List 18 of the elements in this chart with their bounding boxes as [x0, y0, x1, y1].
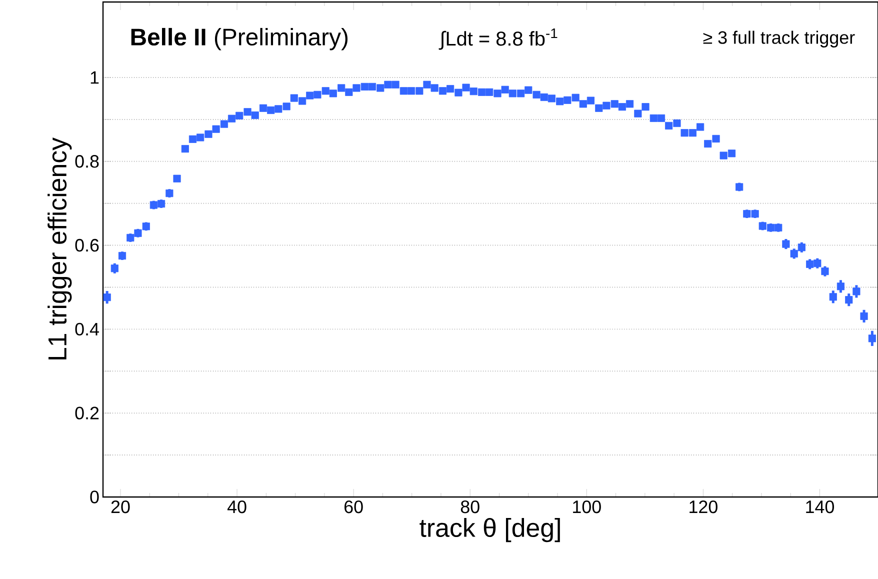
x-tick-label: 20: [111, 500, 130, 514]
x-tick-label: 120: [690, 500, 718, 514]
x-tick-label: 60: [344, 500, 363, 514]
x-axis-title: track θ [deg]: [420, 518, 560, 542]
x-tick-label: 140: [806, 500, 834, 514]
y-tick-label: 0.4: [75, 322, 99, 336]
y-tick-label: 0.6: [75, 238, 99, 252]
x-tick-label: 40: [227, 500, 246, 514]
y-tick-label: 0.2: [75, 406, 99, 420]
annotation: ∫Ldt = 8.8 fb$^{-1}$: [438, 28, 558, 50]
y-axis-title: L1 trigger efficiency: [48, 137, 72, 360]
x-tick-label: 80: [460, 500, 480, 514]
y-tick-label: 1: [90, 71, 99, 84]
y-tick-label: 0.8: [75, 155, 99, 168]
annotation: ≥ 3 full track trigger: [703, 30, 855, 48]
x-tick-label: 100: [573, 500, 601, 514]
annotation: Belle II (Preliminary): [131, 28, 348, 50]
y-tick-label: 0: [90, 490, 99, 504]
